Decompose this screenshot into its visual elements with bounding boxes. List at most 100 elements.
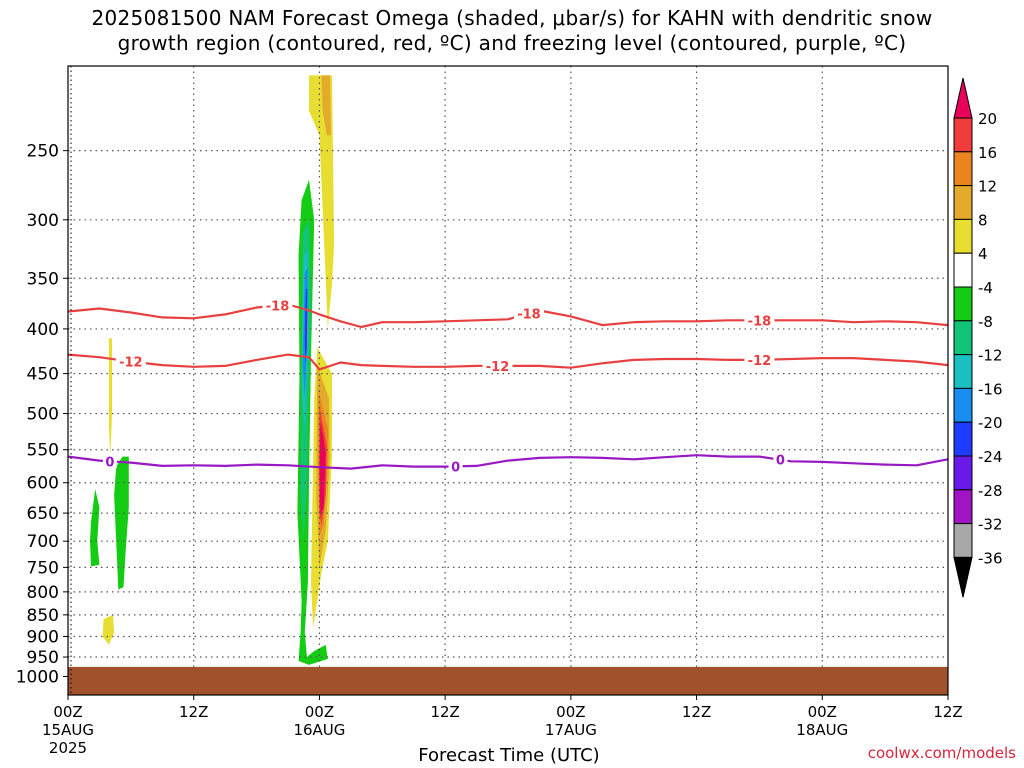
x-tick-label-36: 12Z xyxy=(430,703,459,721)
y-tick-label-950: 950 xyxy=(27,648,59,668)
colorbar-segment-6 xyxy=(953,286,973,322)
x-tick-date-48: 17AUG xyxy=(545,721,597,739)
contour-line-2 xyxy=(68,454,948,470)
chart-title: 2025081500 NAM Forecast Omega (shaded, μ… xyxy=(0,6,1024,56)
y-tick-label-700: 700 xyxy=(27,532,59,552)
colorbar-label-3: 8 xyxy=(978,211,988,229)
omega-region-12 xyxy=(305,304,308,357)
x-axis-title: Forecast Time (UTC) xyxy=(418,745,600,766)
chart-title-line-2: growth region (contoured, red, ºC) and f… xyxy=(117,31,907,55)
credit-text: coolwx.com/models xyxy=(867,744,1016,762)
contour-line-0 xyxy=(68,303,948,329)
ground-layer xyxy=(68,666,948,695)
colorbar-bottom-triangle xyxy=(953,556,973,598)
colorbar-label-1: 16 xyxy=(978,144,997,162)
colorbar-segment-5 xyxy=(953,252,973,288)
y-tick-label-450: 450 xyxy=(27,365,59,385)
colorbar-segment-13 xyxy=(953,523,973,558)
x-tick-date-72: 18AUG xyxy=(796,721,848,739)
y-tick-label-550: 550 xyxy=(27,441,59,461)
omega-region-16 xyxy=(114,456,129,590)
y-tick-label-250: 250 xyxy=(27,142,59,162)
frame-rect xyxy=(67,65,949,696)
contour-label-bg-0-1 xyxy=(513,305,544,321)
contour-label-bg-1-0 xyxy=(115,353,146,369)
colorbar-segment-7 xyxy=(953,320,973,356)
contour-label-0-0: -18 xyxy=(266,299,290,314)
plot-frame xyxy=(67,65,949,696)
contour-label-0-2: -18 xyxy=(748,314,772,329)
ground-fill xyxy=(68,666,948,695)
x-tick-date-0: 15AUG xyxy=(42,721,94,739)
omega-region-6 xyxy=(319,421,326,516)
colorbar-top-triangle xyxy=(953,77,973,119)
colorbar-segment-3 xyxy=(953,185,973,220)
omega-region-15 xyxy=(90,489,100,567)
colorbar-label-4: 4 xyxy=(978,245,988,263)
contour-label-1-0: -12 xyxy=(119,356,143,371)
y-tick-label-800: 800 xyxy=(27,583,59,603)
omega-region-0 xyxy=(309,75,335,329)
y-tick-label-850: 850 xyxy=(27,606,59,626)
contour-label-bg-0-2 xyxy=(744,312,775,328)
contour-label-bg-1-2 xyxy=(744,351,775,367)
colorbar-label-0: 20 xyxy=(978,110,997,128)
x-tick-label-60: 12Z xyxy=(682,703,711,721)
colorbar-label-8: -16 xyxy=(978,380,1003,398)
plot-background xyxy=(68,66,948,695)
y-axis: 2503003504004505005506006507007508008509… xyxy=(16,142,68,687)
colorbar-label-9: -20 xyxy=(978,414,1003,432)
colorbar-label-7: -12 xyxy=(978,347,1003,365)
colorbar-label-13: -36 xyxy=(978,549,1003,567)
contour-label-bg-2-0 xyxy=(102,453,117,469)
y-tick-label-400: 400 xyxy=(27,320,59,340)
colorbar-label-6: -8 xyxy=(978,313,993,331)
colorbar-label-12: -32 xyxy=(978,516,1003,534)
grid-lines xyxy=(68,66,948,667)
plot-bg-rect xyxy=(68,66,948,695)
y-tick-label-1000: 1000 xyxy=(16,667,59,687)
y-tick-label-650: 650 xyxy=(27,504,59,524)
omega-region-13 xyxy=(108,338,112,457)
contour-label-bg-2-2 xyxy=(773,451,788,467)
omega-shading xyxy=(90,75,335,665)
contour-label-bg-1-1 xyxy=(482,357,513,373)
contour-label-2-2: 0 xyxy=(776,454,785,469)
contour-label-2-0: 0 xyxy=(105,455,114,470)
colorbar-segment-11 xyxy=(953,455,973,491)
omega-region-1 xyxy=(321,75,331,136)
contour-label-bg-2-1 xyxy=(448,458,463,474)
colorbar-segment-1 xyxy=(953,117,973,153)
omega-region-14 xyxy=(102,614,115,645)
contour-label-bg-0-0 xyxy=(262,297,293,313)
colorbar: 20 16 12 8 4 -4 -8 -12 -16 -20 -24 -28 -32 -36 xyxy=(953,77,1003,598)
x-tick-label-12: 12Z xyxy=(179,703,208,721)
x-tick-label-24: 00Z xyxy=(305,703,334,721)
colorbar-label-11: -28 xyxy=(978,482,1003,500)
x-tick-year-0: 2025 xyxy=(49,739,87,757)
colorbar-segment-10 xyxy=(953,421,973,457)
contour-label-1-1: -12 xyxy=(486,360,510,375)
y-tick-label-750: 750 xyxy=(27,558,59,578)
y-tick-label-500: 500 xyxy=(27,405,59,425)
colorbar-label-2: 12 xyxy=(978,178,997,196)
contour-label-0-1: -18 xyxy=(517,307,541,322)
y-tick-label-350: 350 xyxy=(27,269,59,289)
x-tick-label-72: 00Z xyxy=(808,703,837,721)
contour-label-2-1: 0 xyxy=(451,460,460,475)
colorbar-segment-8 xyxy=(953,354,973,389)
x-tick-date-24: 16AUG xyxy=(293,721,345,739)
y-tick-label-900: 900 xyxy=(27,628,59,648)
contour-label-1-2: -12 xyxy=(748,354,772,369)
x-tick-label-0: 00Z xyxy=(53,703,82,721)
colorbar-segment-4 xyxy=(953,218,973,254)
x-tick-label-84: 12Z xyxy=(933,703,962,721)
colorbar-segment-9 xyxy=(953,387,973,423)
temperature-contours: -18 -18 -18 -12 -12 -12 0 0 0 xyxy=(68,297,948,475)
colorbar-segment-12 xyxy=(953,489,973,525)
x-tick-label-48: 00Z xyxy=(556,703,585,721)
colorbar-label-5: -4 xyxy=(978,279,993,297)
contour-line-1 xyxy=(68,353,948,371)
y-tick-label-600: 600 xyxy=(27,474,59,494)
